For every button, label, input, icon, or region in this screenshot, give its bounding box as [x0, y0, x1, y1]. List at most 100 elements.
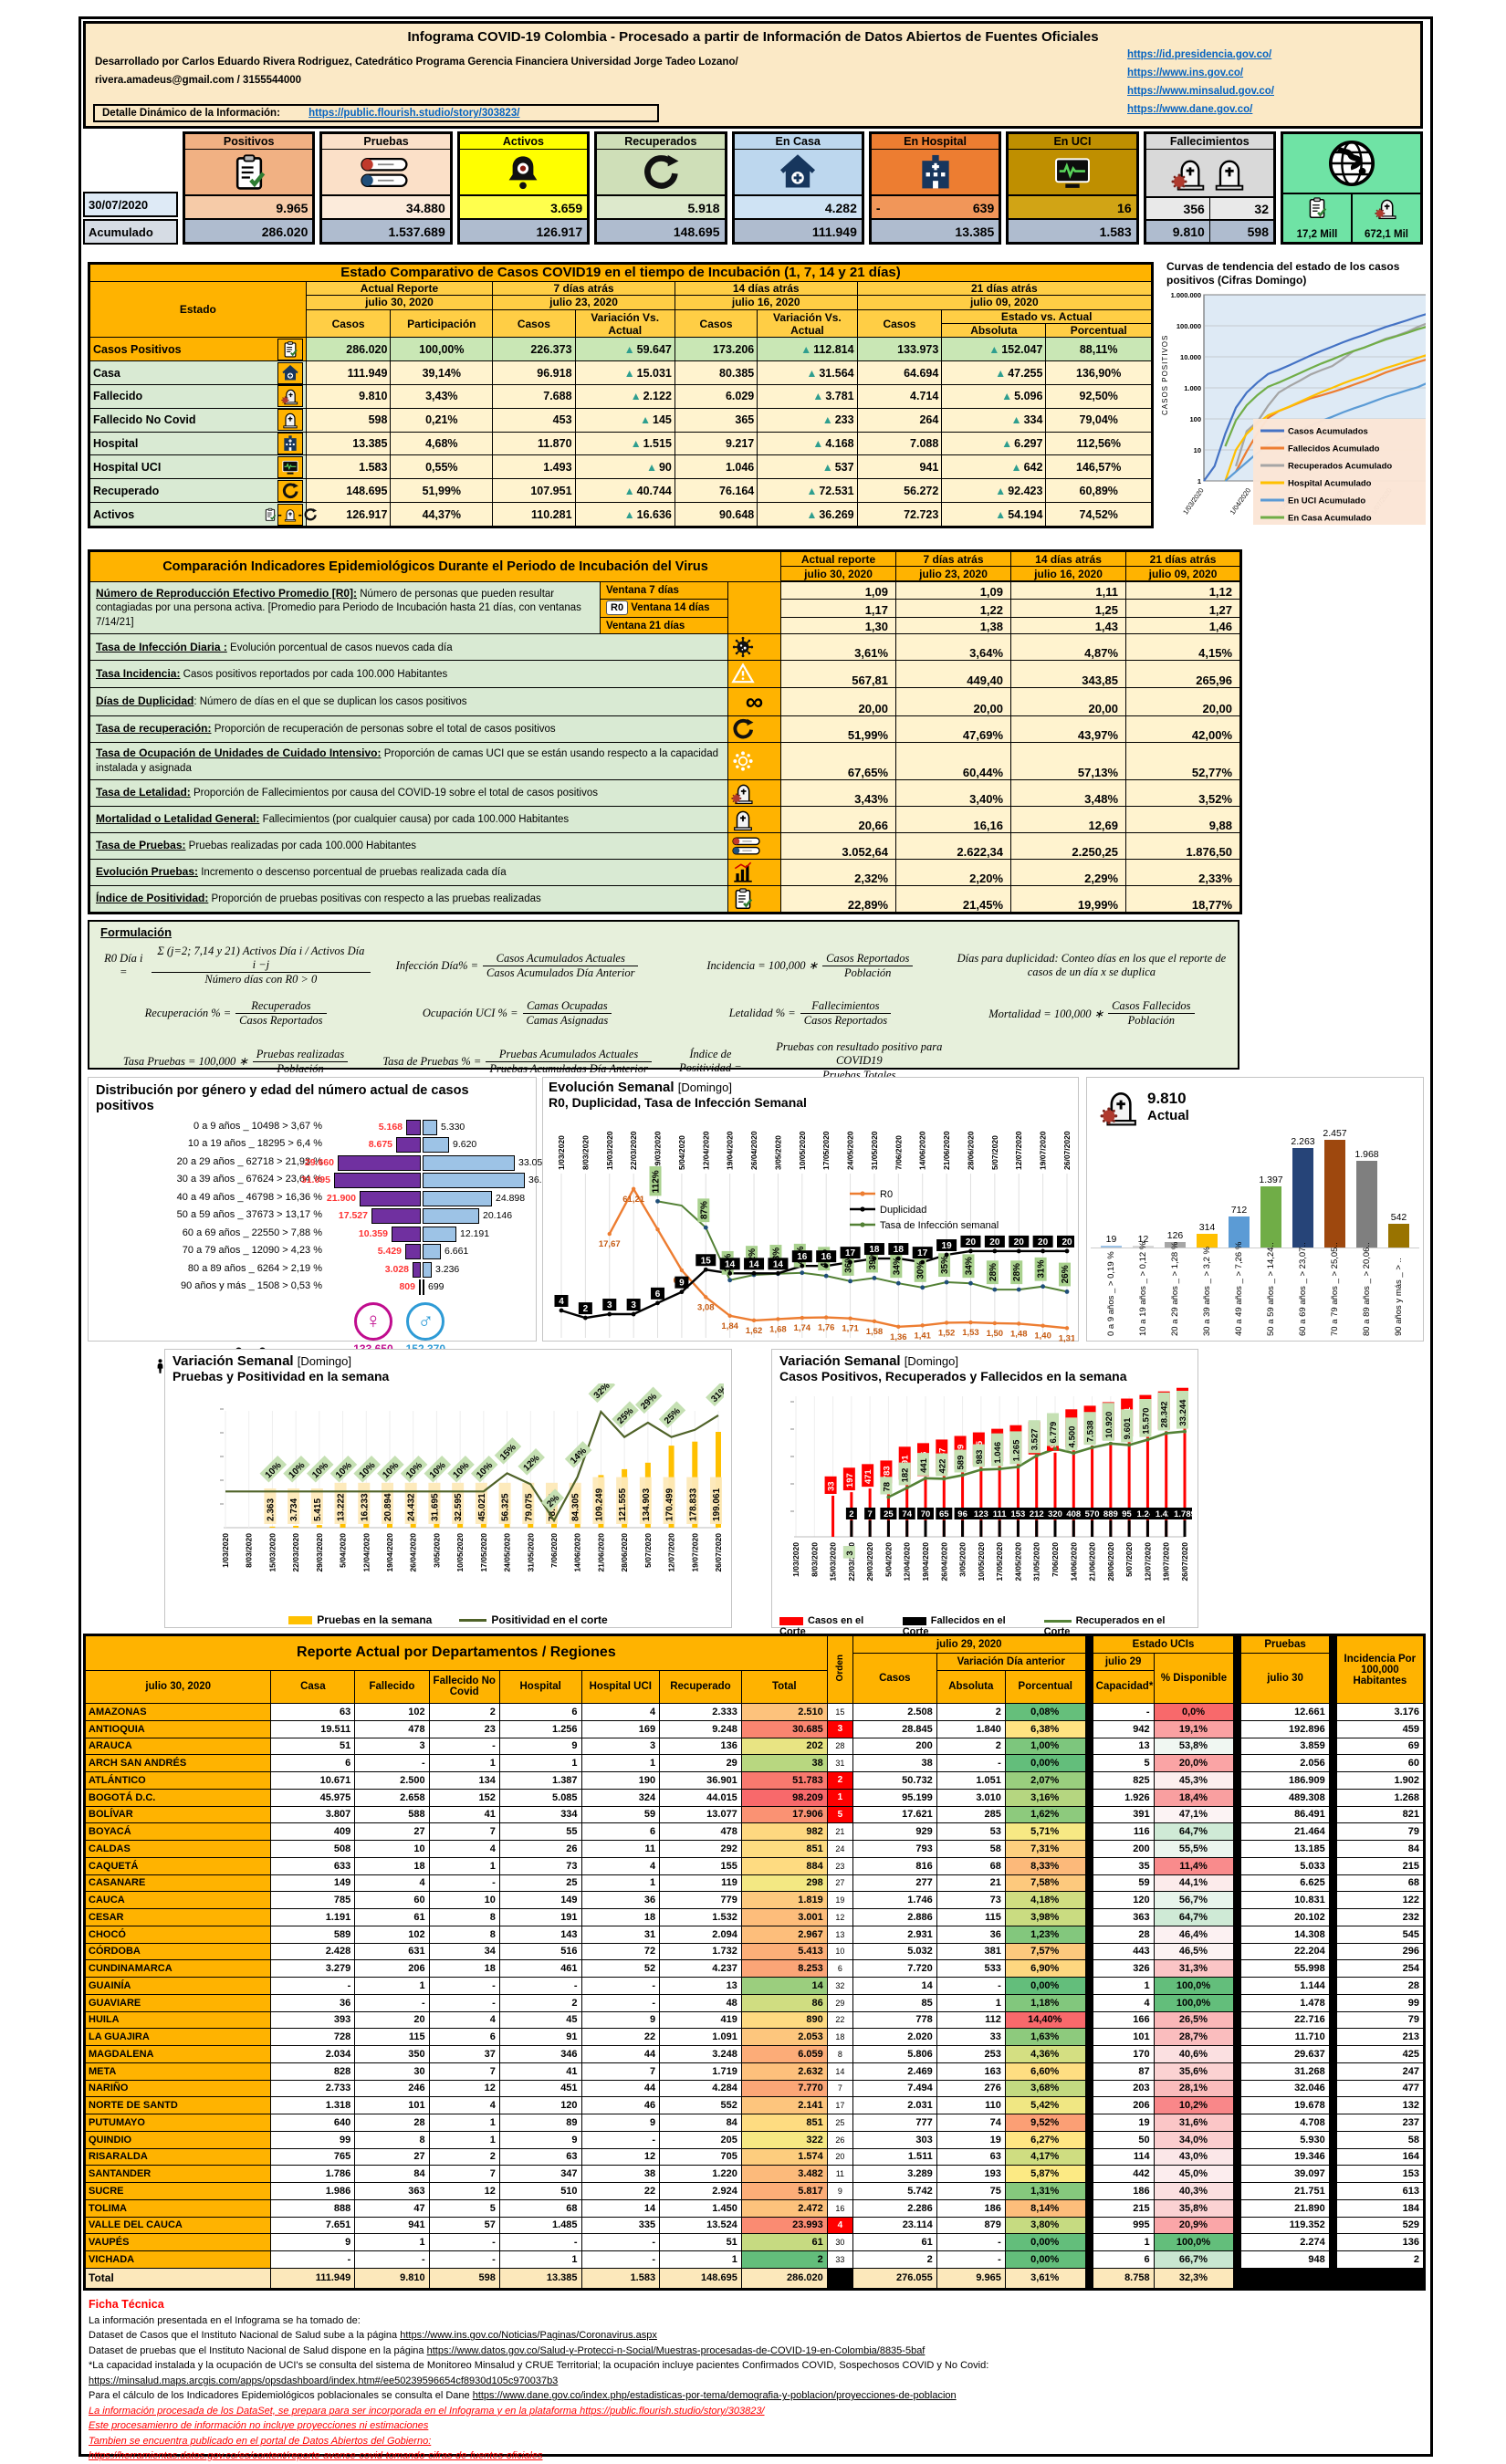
- source-link[interactable]: https://www.dane.gov.co/: [1126, 104, 1253, 116]
- department-name: ARAUCA: [83, 1737, 272, 1756]
- svg-text:1,40: 1,40: [1034, 1331, 1051, 1342]
- svg-text:31/05/2020: 31/05/2020: [870, 1131, 879, 1170]
- female-value: 5.168: [378, 1121, 403, 1133]
- indicator-value: 1,43: [1010, 616, 1127, 635]
- source-link[interactable]: https://www.minsalud.gov.co/: [1126, 86, 1274, 98]
- svg-text:22/03/2020: 22/03/2020: [291, 1533, 300, 1572]
- indicator-value: 57,13%: [1010, 741, 1127, 780]
- svg-text:10: 10: [1194, 446, 1201, 454]
- stat-accum-value: 1.537.689: [322, 218, 450, 242]
- indicator-value: 2,29%: [1010, 858, 1127, 886]
- svg-text:3: 3: [607, 1300, 612, 1310]
- total-cell: 17.906: [740, 1805, 828, 1824]
- formula: Mortalidad = 100,000 ∗ Casos Fallecidos Po…: [957, 999, 1227, 1028]
- male-bar: [423, 1208, 479, 1225]
- trend-series-casos-acumulados: [1203, 313, 1426, 482]
- svg-text:199.061: 199.061: [712, 1488, 722, 1521]
- svg-text:26/07/2020: 26/07/2020: [1062, 1131, 1072, 1170]
- tests-bar: [316, 1525, 322, 1528]
- tombstone-icon: [1216, 159, 1244, 191]
- total-cell: 2.632: [740, 2062, 828, 2081]
- orden-cell: 26: [826, 2130, 853, 2149]
- svg-text:123: 123: [974, 1509, 988, 1519]
- department-name: GUAVIARE: [83, 1993, 272, 2012]
- orden-cell: 4: [826, 2216, 853, 2235]
- footer-line: https://herramientas.datos.gov.co/es/con…: [89, 2448, 1420, 2464]
- female-bar: [334, 1173, 421, 1189]
- svg-text:35%: 35%: [940, 1256, 950, 1274]
- orden-cell: 33: [826, 2250, 853, 2269]
- weekly-evolution-panel: Evolución Semanal [Domingo] R0, Duplicida…: [542, 1077, 1079, 1343]
- svg-text:26%: 26%: [1061, 1265, 1071, 1283]
- detail-link[interactable]: https://public.flourish.studio/story/303…: [309, 108, 520, 119]
- department-row: CAUCA 785 60 10 149 36 779 1.819 19 1.746 73 4…: [83, 1891, 1426, 1909]
- svg-text:24.432: 24.432: [407, 1493, 417, 1521]
- formula: Tasa Pruebas = 100,000 ∗ Pruebas realizad…: [100, 1040, 371, 1082]
- orden-cell: 6: [826, 1959, 853, 1978]
- total-cell: 14: [740, 1977, 828, 1995]
- combo-icon: --: [263, 507, 318, 522]
- orden-cell: 9: [826, 2182, 853, 2200]
- svg-text:5.415: 5.415: [313, 1498, 323, 1521]
- indicator-value: 47,69%: [895, 715, 1012, 743]
- pyramid-row: 50 a 59 años _ 37673 > 13,17 % 17.527 20…: [96, 1207, 528, 1226]
- cases-bar: [1035, 1456, 1039, 1537]
- footer-link[interactable]: https://www.ins.gov.co/Noticias/Paginas/…: [400, 2330, 657, 2342]
- cases-bar: [1053, 1452, 1057, 1537]
- report-date: 30/07/2020: [83, 192, 178, 217]
- up-arrow-icon: ▲: [623, 342, 635, 356]
- svg-text:43%: 43%: [771, 1248, 781, 1266]
- male-bar: [423, 1119, 437, 1135]
- person-icon: [157, 1358, 163, 1373]
- cases-bar: [1016, 1459, 1020, 1537]
- up-arrow-icon: ▲: [995, 507, 1007, 521]
- page-title: Infograma COVID-19 Colombia - Procesado …: [407, 29, 1099, 45]
- bar-value: 1.968: [1354, 1149, 1379, 1160]
- department-name: PUTUMAYO: [83, 2114, 272, 2132]
- deaths-label-box: [1062, 1508, 1085, 1519]
- total-cell: 6.059: [740, 2045, 828, 2063]
- stat-card-title: En Hospital: [871, 134, 999, 150]
- svg-text:78: 78: [882, 1482, 892, 1492]
- age-category-label: 50 a 59 años _ > 14,24..: [1266, 1242, 1276, 1336]
- pyramid-row: 60 a 69 años _ 22550 > 7,88 % 10.359 12.…: [96, 1226, 528, 1244]
- svg-text:1,50: 1,50: [987, 1329, 1004, 1339]
- estado-row-label: Hospital: [93, 437, 139, 451]
- footer-link[interactable]: https://www.datos.gov.co/Salud-y-Protecc…: [426, 2344, 926, 2356]
- footer-line: Dataset de pruebas que el Instituto Naci…: [89, 2344, 926, 2356]
- bar-value: 542: [1390, 1212, 1407, 1223]
- svg-text:2: 2: [849, 1509, 853, 1519]
- accumulated-label: Acumulado: [83, 219, 178, 245]
- svg-text:1,71: 1,71: [842, 1324, 859, 1334]
- bar: [1292, 1148, 1314, 1248]
- department-row: ANTIOQUIA 19.511 478 23 1.256 169 9.248 30.68…: [83, 1719, 1426, 1738]
- department-row: BOLÍVAR 3.807 588 41 334 59 13.077 17.906 5 1…: [83, 1805, 1426, 1824]
- cases-bar: [1091, 1446, 1094, 1537]
- source-link[interactable]: https://www.ins.gov.co/: [1126, 68, 1244, 79]
- indicator-row: Índice de Positividad: Proporción de pru…: [89, 884, 1242, 914]
- indicator-row: Tasa de Pruebas: Pruebas realizadas por …: [89, 831, 1242, 860]
- footer-link[interactable]: https://herramientas.datos.gov.co/es/con…: [89, 2450, 543, 2462]
- up-arrow-icon: ▲: [806, 366, 818, 380]
- department-name: CALDAS: [83, 1840, 272, 1858]
- female-bar: [371, 1208, 421, 1225]
- source-link[interactable]: https://id.presidencia.gov.co/: [1126, 49, 1272, 60]
- monitor-icon: [1054, 157, 1090, 188]
- age-category-label: 80 a 89 años _ > 20,06..: [1362, 1242, 1372, 1336]
- hospital-icon: [284, 435, 297, 451]
- indicator-value: 18,77%: [1125, 884, 1242, 914]
- department-row: HUILA 393 20 4 45 9 419 890 22 778 112 14,40% …: [83, 2010, 1426, 2030]
- female-bar: [338, 1154, 421, 1171]
- footer-link[interactable]: https://www.dane.gov.co/index.php/estadi…: [472, 2390, 957, 2402]
- svg-text:112%: 112%: [652, 1170, 662, 1193]
- tombstone-virus-icon: [731, 784, 753, 804]
- estado-row-label: Hospital UCI: [93, 460, 162, 474]
- footer-link[interactable]: https://minsalud.maps.arcgis.com/apps/op…: [89, 2375, 559, 2386]
- indicator-value: 1,12: [1125, 580, 1242, 600]
- gear-icon: [733, 751, 753, 771]
- svg-text:65: 65: [939, 1509, 949, 1519]
- footer-link[interactable]: https://public.flourish.studio/story/303…: [580, 2405, 765, 2417]
- tests-bar: [340, 1521, 346, 1528]
- indicator-value: 2,20%: [895, 858, 1012, 886]
- bell-icon: [509, 155, 538, 189]
